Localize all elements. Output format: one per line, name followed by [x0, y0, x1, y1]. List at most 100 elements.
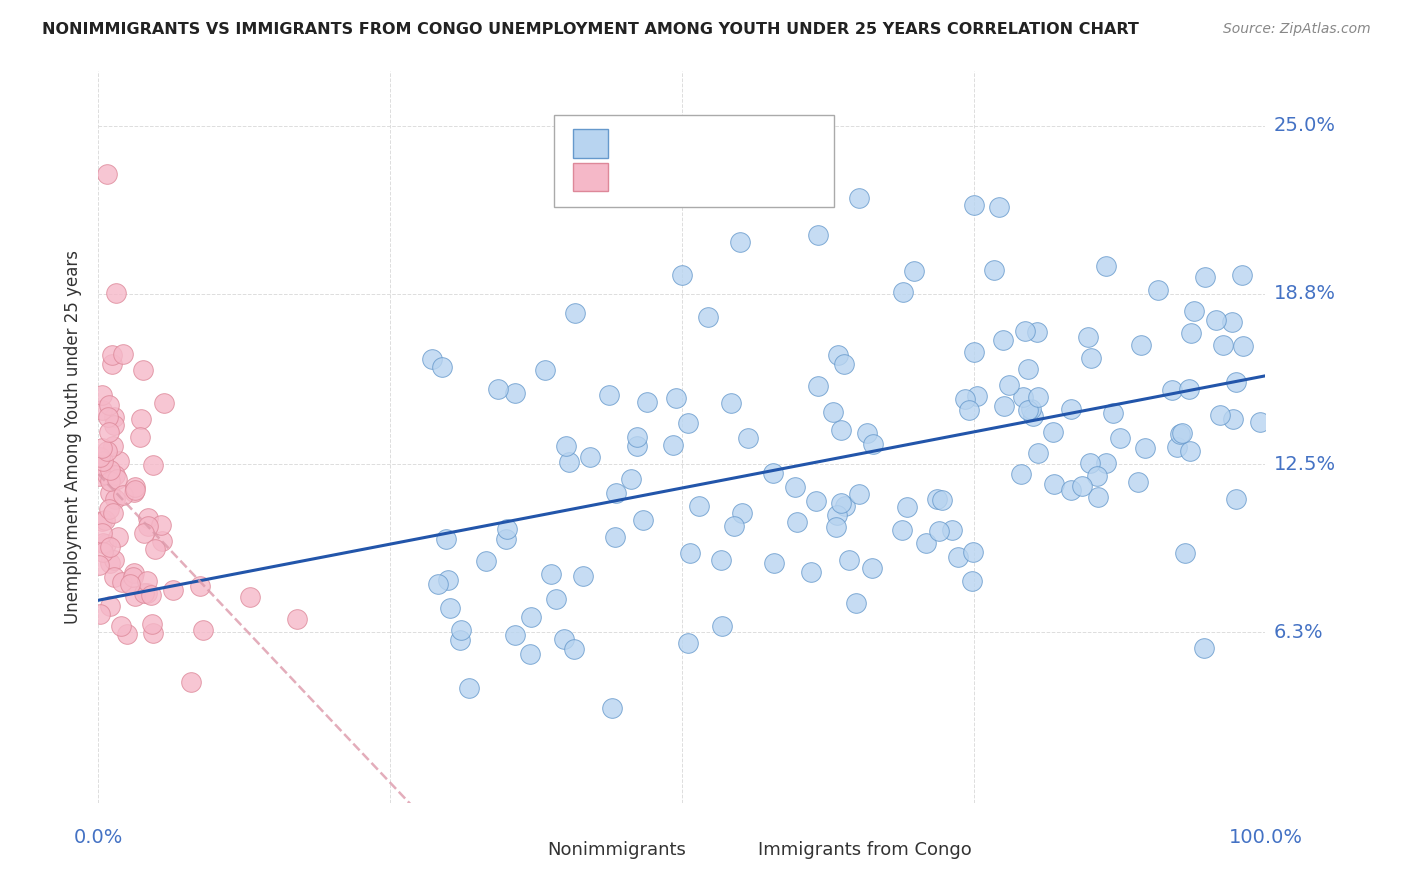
Point: [98, 556, 121, 570]
Point: [103, 569, 125, 583]
Point: [832, 357, 855, 371]
Point: [420, 351, 443, 366]
Point: [104, 491, 127, 506]
Point: [1173, 546, 1195, 560]
Point: [150, 533, 173, 548]
Point: [534, 362, 557, 376]
Point: [87, 558, 110, 573]
Text: 0.0%: 0.0%: [73, 828, 124, 847]
Point: [89, 450, 111, 465]
Point: [578, 450, 600, 464]
Point: [1014, 324, 1036, 338]
Point: [142, 458, 165, 472]
Point: [486, 383, 509, 397]
Point: [1010, 467, 1032, 482]
Point: [962, 545, 984, 559]
Point: [600, 701, 623, 715]
Point: [605, 486, 627, 500]
Point: [129, 412, 152, 426]
FancyBboxPatch shape: [554, 115, 834, 207]
Point: [834, 500, 856, 514]
Point: [104, 468, 127, 483]
Point: [150, 518, 173, 533]
Point: [1249, 415, 1271, 429]
Point: [783, 480, 806, 494]
Point: [1085, 468, 1108, 483]
Point: [963, 198, 986, 212]
Point: [915, 536, 938, 550]
Point: [96, 167, 118, 181]
Point: [963, 345, 986, 359]
Point: [546, 591, 568, 606]
Point: [763, 557, 786, 571]
Point: [1178, 382, 1201, 396]
Point: [807, 379, 830, 393]
Point: [97, 425, 120, 439]
Point: [122, 566, 145, 580]
Point: [239, 590, 262, 604]
Point: [124, 480, 146, 494]
Point: [1017, 362, 1039, 376]
Point: [1194, 269, 1216, 284]
Point: [1042, 425, 1064, 439]
Point: [162, 582, 184, 597]
Text: Source: ZipAtlas.com: Source: ZipAtlas.com: [1223, 22, 1371, 37]
Point: [762, 467, 785, 481]
Point: [111, 574, 134, 589]
Point: [449, 633, 471, 648]
Point: [94, 513, 117, 527]
Y-axis label: Unemployment Among Youth under 25 years: Unemployment Among Youth under 25 years: [65, 250, 83, 624]
Point: [862, 437, 884, 451]
Point: [139, 588, 162, 602]
Point: [503, 628, 526, 642]
Point: [848, 191, 870, 205]
Point: [91, 402, 114, 417]
Point: [960, 574, 983, 588]
Point: [558, 455, 581, 469]
Text: Immigrants from Congo: Immigrants from Congo: [758, 841, 972, 859]
Point: [1168, 426, 1191, 441]
Point: [1133, 441, 1156, 455]
Point: [636, 394, 658, 409]
Point: [723, 519, 745, 533]
Point: [1043, 477, 1066, 491]
Point: [97, 410, 120, 425]
Point: [285, 611, 308, 625]
Point: [1011, 390, 1033, 404]
Point: [436, 573, 458, 587]
Point: [1095, 259, 1118, 273]
Text: 6.3%: 6.3%: [1274, 623, 1323, 641]
Point: [860, 561, 883, 575]
FancyBboxPatch shape: [723, 838, 752, 863]
Point: [631, 513, 654, 527]
Point: [1222, 412, 1244, 426]
Point: [620, 472, 643, 486]
Point: [676, 636, 699, 650]
Point: [966, 389, 988, 403]
Point: [98, 599, 121, 613]
Point: [1060, 402, 1083, 417]
Point: [101, 506, 124, 520]
Point: [103, 418, 125, 433]
Point: [665, 391, 688, 405]
Point: [688, 499, 710, 513]
Point: [953, 392, 976, 407]
Point: [823, 405, 845, 419]
Point: [896, 500, 918, 514]
Point: [96, 444, 118, 458]
Point: [87, 468, 110, 483]
Point: [98, 501, 121, 516]
Point: [737, 431, 759, 445]
Point: [856, 426, 879, 441]
Point: [90, 526, 112, 541]
FancyBboxPatch shape: [513, 838, 541, 863]
Point: [1232, 339, 1254, 353]
Point: [439, 601, 461, 615]
Point: [111, 347, 134, 361]
Point: [101, 349, 124, 363]
Point: [696, 310, 718, 325]
Text: NONIMMIGRANTS VS IMMIGRANTS FROM CONGO UNEMPLOYMENT AMONG YOUTH UNDER 25 YEARS C: NONIMMIGRANTS VS IMMIGRANTS FROM CONGO U…: [42, 22, 1139, 37]
Point: [983, 262, 1005, 277]
Point: [1087, 490, 1109, 504]
Point: [1128, 475, 1150, 489]
